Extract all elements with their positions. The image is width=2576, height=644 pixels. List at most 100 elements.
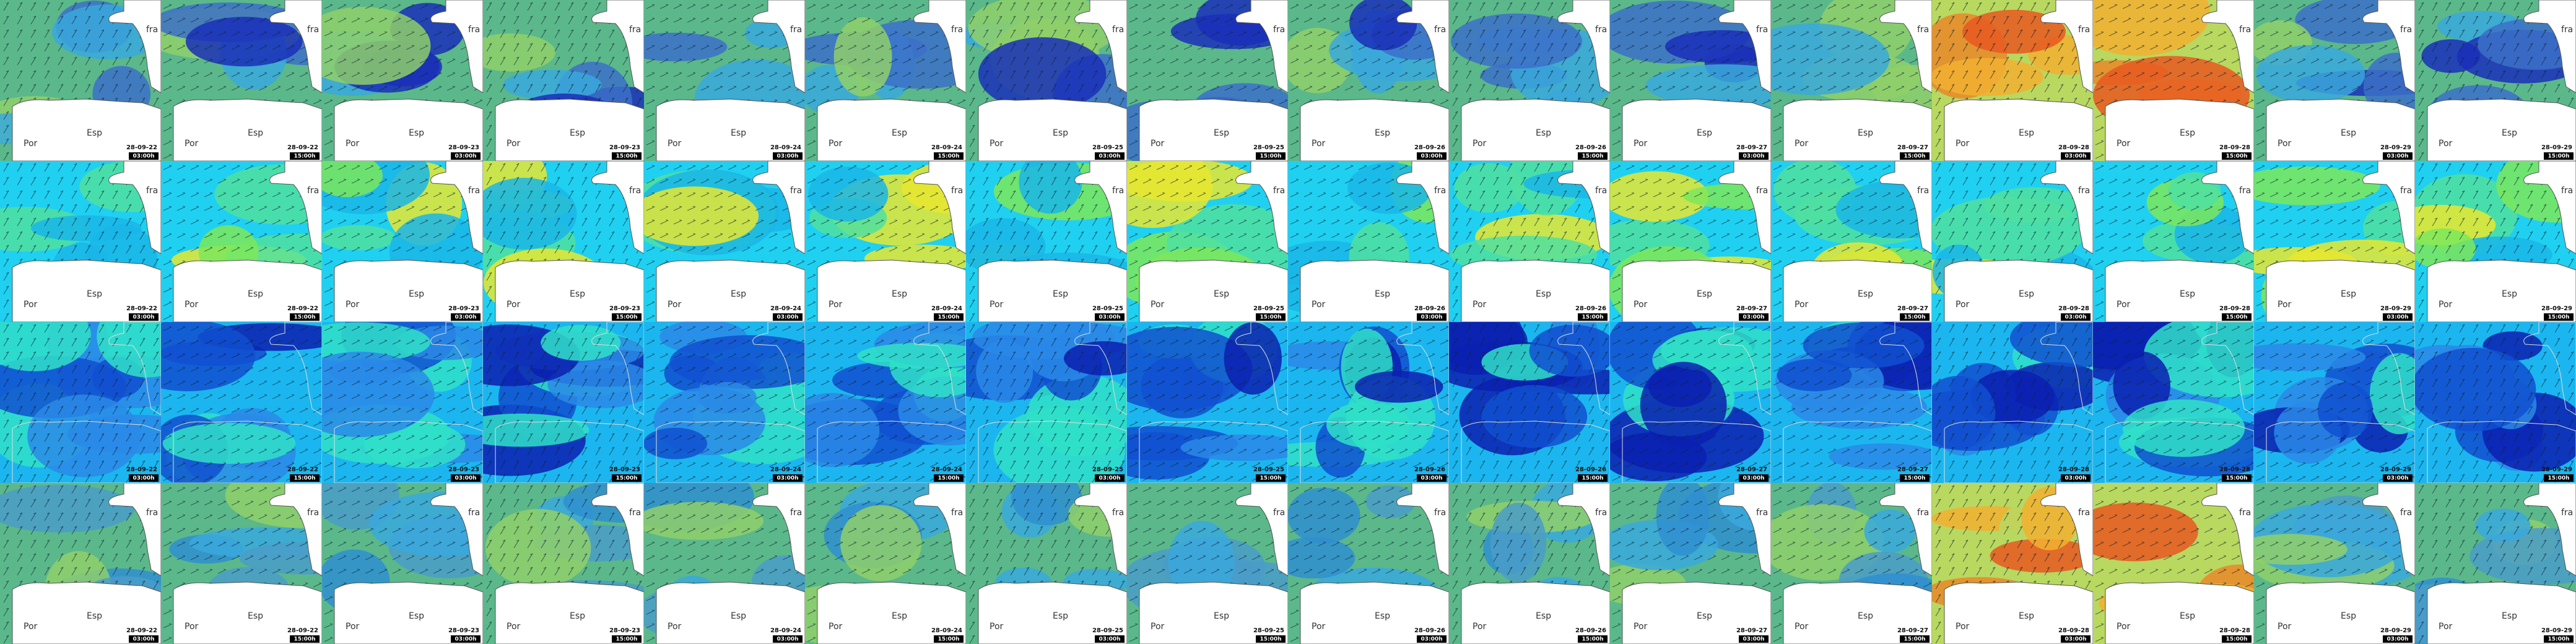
label-portugal: Por [1473,139,1487,149]
tile-date: 28-09-27 [1897,305,1928,312]
land-iberia [1622,581,1771,644]
label-portugal: Por [990,300,1004,310]
tile-time: 03:00h [1421,637,1442,643]
label-spain: Esp [731,289,746,299]
label-france: fra [1434,508,1446,518]
map-tile: 28-09-23 15:00h [483,322,644,483]
land-france [913,483,966,577]
land-france [1074,161,1127,255]
land-france [108,322,161,416]
time-box [1095,313,1125,321]
tile-content: fra Esp Por 28-09-22 15:00h [161,0,322,161]
land-france [1074,483,1127,577]
map-tile: fra Esp Por 28-09-28 03:00h [1932,161,2093,322]
tile-time: 03:00h [1743,476,1764,482]
tile-time: 15:00h [1582,476,1603,482]
label-spain: Esp [2502,128,2517,138]
time-box [2061,313,2091,321]
label-spain: Esp [1053,128,1068,138]
time-box [129,313,159,321]
tile-date: 28-09-27 [1736,144,1767,151]
land-france [2201,322,2254,416]
tile-content: 28-09-29 15:00h [2415,322,2576,483]
tile-date: 28-09-25 [1092,627,1123,634]
map-tile: fra Esp Por 28-09-22 03:00h [0,0,161,161]
tile-date: 28-09-28 [2219,627,2250,634]
tile-date: 28-09-29 [2380,305,2411,312]
map-tile: fra Esp Por 28-09-23 15:00h [483,0,644,161]
label-portugal: Por [507,139,521,149]
tile-content: fra Esp Por 28-09-23 15:00h [483,0,644,161]
map-tile: 28-09-26 03:00h [1288,322,1449,483]
tile-time: 03:00h [2387,154,2408,160]
time-box [1578,474,1608,482]
land-france [913,161,966,255]
label-france: fra [1595,508,1607,518]
tile-content: fra Esp Por 28-09-25 15:00h [1127,161,1288,322]
tile-time: 15:00h [2548,637,2569,643]
map-tile: fra Esp Por 28-09-27 03:00h [1610,483,1771,644]
land-iberia [12,98,161,161]
time-box [1256,313,1286,321]
tile-content: fra Esp Por 28-09-23 03:00h [322,161,483,322]
tile-time: 03:00h [1743,315,1764,321]
map-tile: 28-09-26 15:00h [1449,322,1610,483]
time-box [1256,474,1286,482]
time-box [2061,474,2091,482]
time-box [1095,635,1125,643]
time-box [2544,152,2574,160]
time-box [1095,474,1125,482]
tile-time: 15:00h [1582,637,1603,643]
map-tile: fra Esp Por 28-09-27 03:00h [1610,0,1771,161]
tile-content: fra Esp Por 28-09-22 15:00h [161,161,322,322]
time-box [451,152,481,160]
tile-content: fra Esp Por 28-09-27 03:00h [1610,483,1771,644]
tile-content: fra Esp Por 28-09-27 15:00h [1771,161,1932,322]
tile-time: 03:00h [133,154,154,160]
map-tile: 28-09-23 03:00h [322,322,483,483]
wind-arrows [644,322,805,483]
label-portugal: Por [1473,622,1487,632]
land-france [1879,322,1932,416]
land-iberia [12,259,161,322]
label-spain: Esp [1858,611,1873,621]
land-france [2523,483,2576,577]
tile-date: 28-09-22 [126,144,157,151]
label-france: fra [1917,25,1929,35]
tile-date: 28-09-29 [2541,627,2572,634]
map-tile: fra Esp Por 28-09-26 15:00h [1449,161,1610,322]
label-france: fra [1595,186,1607,196]
tile-content: fra Esp Por 28-09-28 15:00h [2093,483,2254,644]
wind-arrows [1449,322,1610,483]
land-iberia [1300,581,1449,644]
time-box [2383,313,2413,321]
land-france [1879,0,1932,94]
label-spain: Esp [1214,611,1229,621]
label-portugal: Por [2278,300,2292,310]
land-iberia [2266,259,2415,322]
land-iberia [1300,259,1449,322]
land-france [913,322,966,416]
tile-content: 28-09-25 15:00h [1127,322,1288,483]
tile-date: 28-09-24 [770,305,801,312]
tile-time: 15:00h [2226,154,2247,160]
time-box [1256,152,1286,160]
label-portugal: Por [668,139,682,149]
land-france [1879,483,1932,577]
label-spain: Esp [570,289,585,299]
map-tile: fra Esp Por 28-09-24 15:00h [805,0,966,161]
tile-time: 03:00h [2387,476,2408,482]
tile-content: fra Esp Por 28-09-24 15:00h [805,161,966,322]
label-spain: Esp [1375,128,1390,138]
tile-time: 15:00h [616,315,637,321]
land-france [430,0,483,94]
map-tile: 28-09-29 15:00h [2415,322,2576,483]
land-france [269,0,322,94]
tile-time: 03:00h [2065,476,2086,482]
label-france: fra [2400,508,2412,518]
tile-content: fra Esp Por 28-09-24 03:00h [644,483,805,644]
label-spain: Esp [1697,128,1712,138]
tile-content: fra Esp Por 28-09-28 03:00h [1932,483,2093,644]
land-iberia [2105,259,2254,322]
label-spain: Esp [1214,289,1229,299]
